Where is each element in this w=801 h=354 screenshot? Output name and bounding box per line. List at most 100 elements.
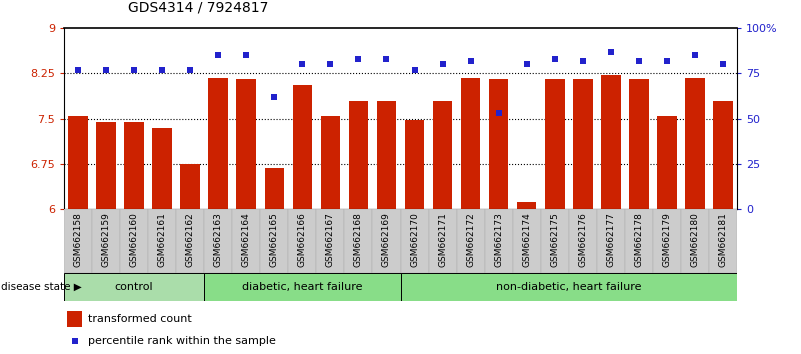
Point xyxy=(604,49,617,55)
Point xyxy=(72,67,85,73)
Bar xyxy=(517,202,537,209)
Text: GSM662168: GSM662168 xyxy=(354,212,363,267)
Text: GSM662174: GSM662174 xyxy=(522,212,531,267)
Text: GSM662171: GSM662171 xyxy=(438,212,447,267)
Text: GSM662167: GSM662167 xyxy=(326,212,335,267)
Point xyxy=(660,58,673,64)
Point xyxy=(352,56,365,62)
Text: GSM662164: GSM662164 xyxy=(242,212,251,267)
Point xyxy=(324,62,337,67)
Bar xyxy=(400,209,429,273)
Point xyxy=(184,67,197,73)
Bar xyxy=(569,209,597,273)
Point xyxy=(268,94,280,100)
Bar xyxy=(372,209,400,273)
Bar xyxy=(204,209,232,273)
Bar xyxy=(148,209,176,273)
Bar xyxy=(208,78,228,209)
Bar xyxy=(120,209,148,273)
Point xyxy=(688,53,702,58)
Point xyxy=(492,110,505,116)
Bar xyxy=(176,209,204,273)
Bar xyxy=(264,168,284,209)
Bar xyxy=(513,209,541,273)
Bar xyxy=(64,273,204,301)
Point xyxy=(240,53,253,58)
Text: GSM662173: GSM662173 xyxy=(494,212,503,267)
Bar xyxy=(232,209,260,273)
Point xyxy=(99,67,112,73)
Text: GSM662160: GSM662160 xyxy=(130,212,139,267)
Bar xyxy=(629,80,649,209)
Point xyxy=(380,56,392,62)
Point xyxy=(436,62,449,67)
Bar xyxy=(429,209,457,273)
Bar xyxy=(405,120,425,209)
Bar xyxy=(180,164,200,209)
Text: GSM662169: GSM662169 xyxy=(382,212,391,267)
Point xyxy=(548,56,561,62)
Text: percentile rank within the sample: percentile rank within the sample xyxy=(87,336,276,346)
Bar xyxy=(92,209,120,273)
Text: GSM662180: GSM662180 xyxy=(690,212,699,267)
Text: control: control xyxy=(115,282,154,292)
Bar xyxy=(152,128,172,209)
Text: GSM662175: GSM662175 xyxy=(550,212,559,267)
Bar xyxy=(260,209,288,273)
Text: GDS4314 / 7924817: GDS4314 / 7924817 xyxy=(128,0,268,14)
Bar xyxy=(400,273,737,301)
Bar xyxy=(64,209,92,273)
Bar xyxy=(541,209,569,273)
Bar xyxy=(316,209,344,273)
Bar xyxy=(713,101,733,209)
Point xyxy=(68,338,81,343)
Bar xyxy=(485,209,513,273)
Bar xyxy=(653,209,681,273)
Text: non-diabetic, heart failure: non-diabetic, heart failure xyxy=(496,282,642,292)
Bar xyxy=(601,75,621,209)
Point xyxy=(409,67,421,73)
Bar xyxy=(236,80,256,209)
Point xyxy=(155,67,168,73)
Bar xyxy=(204,273,400,301)
Bar xyxy=(68,116,88,209)
Text: GSM662177: GSM662177 xyxy=(606,212,615,267)
Point xyxy=(211,53,224,58)
Bar xyxy=(376,101,396,209)
Point xyxy=(576,58,589,64)
Bar xyxy=(344,209,372,273)
Text: disease state ▶: disease state ▶ xyxy=(1,282,82,292)
Bar xyxy=(433,101,453,209)
Text: transformed count: transformed count xyxy=(87,314,191,324)
Text: GSM662178: GSM662178 xyxy=(634,212,643,267)
Text: GSM662163: GSM662163 xyxy=(214,212,223,267)
Bar xyxy=(67,311,83,327)
Point xyxy=(127,67,141,73)
Text: GSM662161: GSM662161 xyxy=(158,212,167,267)
Text: GSM662166: GSM662166 xyxy=(298,212,307,267)
Bar xyxy=(124,122,144,209)
Point xyxy=(465,58,477,64)
Bar xyxy=(545,80,565,209)
Bar xyxy=(288,209,316,273)
Text: GSM662165: GSM662165 xyxy=(270,212,279,267)
Bar xyxy=(457,209,485,273)
Point xyxy=(633,58,646,64)
Bar xyxy=(320,116,340,209)
Bar xyxy=(348,101,368,209)
Text: GSM662176: GSM662176 xyxy=(578,212,587,267)
Point xyxy=(296,62,309,67)
Text: GSM662179: GSM662179 xyxy=(662,212,671,267)
Bar xyxy=(597,209,625,273)
Text: GSM662159: GSM662159 xyxy=(102,212,111,267)
Text: GSM662172: GSM662172 xyxy=(466,212,475,267)
Text: GSM662181: GSM662181 xyxy=(718,212,727,267)
Bar xyxy=(709,209,737,273)
Point xyxy=(716,62,729,67)
Bar xyxy=(681,209,709,273)
Bar xyxy=(573,80,593,209)
Bar xyxy=(625,209,653,273)
Bar xyxy=(657,116,677,209)
Bar xyxy=(685,78,705,209)
Text: GSM662162: GSM662162 xyxy=(186,212,195,267)
